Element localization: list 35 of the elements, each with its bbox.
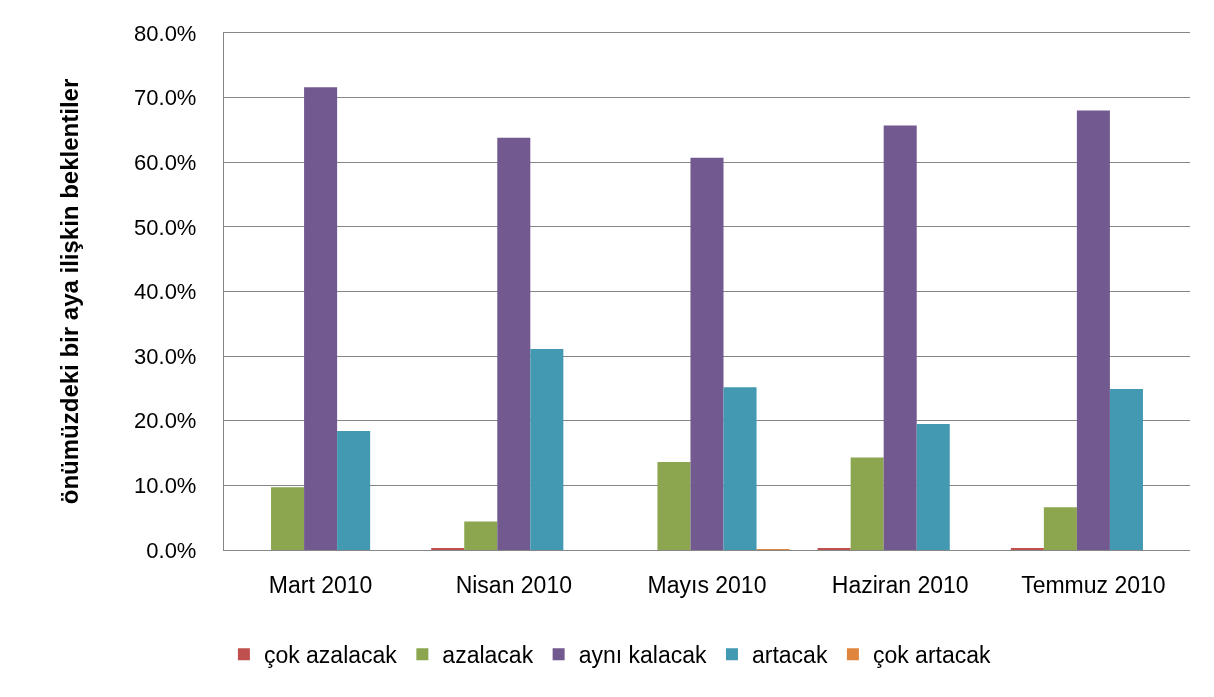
legend-label: çok artacak: [872, 642, 992, 669]
bar: [497, 137, 531, 550]
y-axis-title: önümüzdeki bir aya ilişkin beklentiler: [56, 78, 84, 505]
bar: [464, 521, 498, 550]
y-tick-label: 40.0%: [134, 279, 197, 305]
bar: [850, 457, 884, 550]
bar: [1076, 110, 1110, 550]
x-tick-label: Mayıs 2010: [647, 571, 767, 598]
y-tick-label: 30.0%: [134, 343, 197, 369]
x-tick-label: Mart 2010: [268, 571, 373, 598]
bar: [337, 431, 371, 550]
bar: [883, 125, 917, 550]
x-tick-label: Haziran 2010: [831, 571, 969, 598]
y-tick-label: 70.0%: [134, 85, 197, 111]
bar: [530, 349, 564, 550]
x-tick-label: Temmuz 2010: [1021, 571, 1166, 598]
bar: [657, 462, 691, 550]
y-tick-label: 20.0%: [134, 408, 197, 434]
bar: [304, 87, 338, 550]
y-tick-label: 60.0%: [134, 149, 197, 175]
bar: [1109, 389, 1143, 550]
legend-label: aynı kalacak: [578, 642, 707, 669]
bar: [1043, 507, 1077, 550]
y-tick-label: 10.0%: [134, 473, 197, 499]
x-tick-label: Nisan 2010: [455, 571, 572, 598]
legend-label: çok azalacak: [263, 642, 398, 669]
legend-label: artacak: [751, 642, 828, 669]
legend-label: azalacak: [442, 642, 534, 669]
bar: [723, 387, 757, 550]
bar: [916, 423, 950, 550]
y-tick-label: 0.0%: [146, 537, 197, 563]
y-tick-label: 80.0%: [134, 20, 197, 46]
bar: [271, 487, 305, 550]
y-tick-label: 50.0%: [134, 214, 197, 240]
bar: [690, 157, 724, 550]
